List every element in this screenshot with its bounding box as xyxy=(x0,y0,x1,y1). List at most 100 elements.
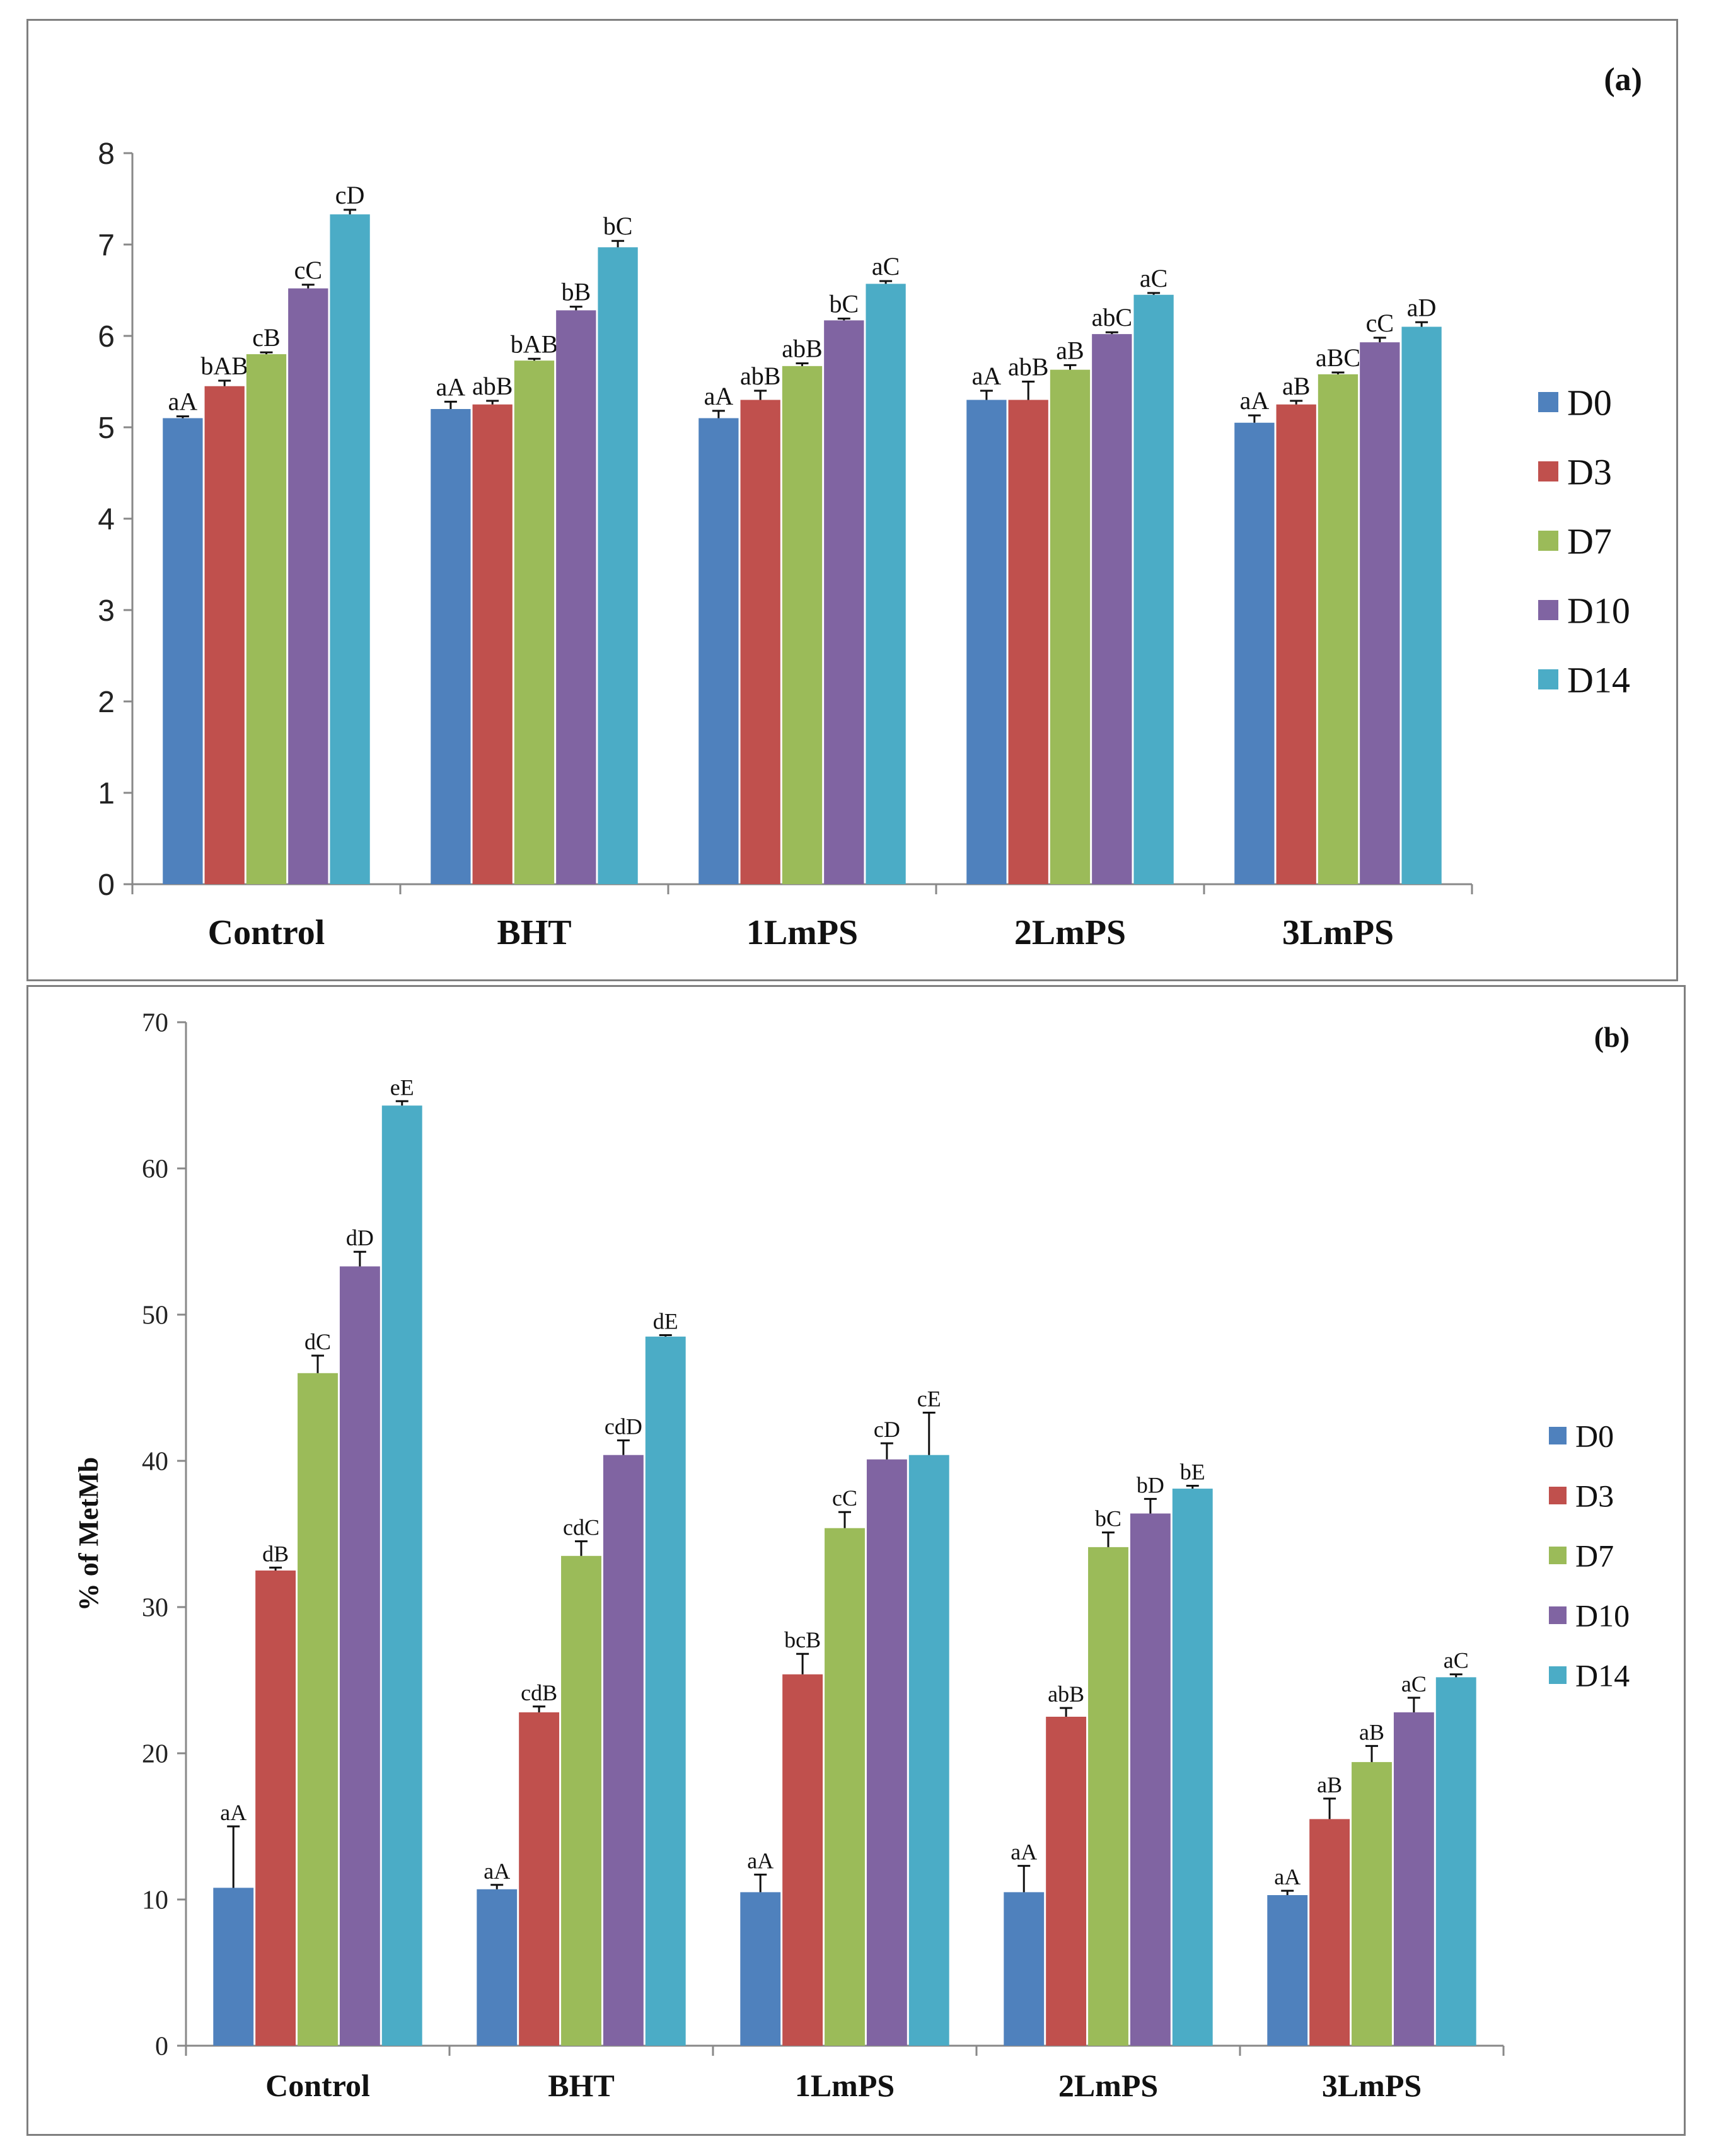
chart-a-svg: 0 1 2 3 4 5 6 7 8 Control BHT 1LmPS 2LmPS 3LmPS aA aA aA… xyxy=(98,62,1642,952)
significance-label: cC xyxy=(1366,309,1394,337)
bar xyxy=(339,1266,380,2046)
legend-swatch xyxy=(1538,461,1558,481)
bar xyxy=(1050,369,1091,884)
bar xyxy=(740,400,780,884)
significance-label: aBC xyxy=(1316,343,1360,372)
legend-label: D7 xyxy=(1567,521,1612,562)
bar xyxy=(1393,1712,1434,2046)
significance-label: aA xyxy=(1240,386,1270,415)
significance-label: aC xyxy=(1444,1648,1469,1673)
bar xyxy=(740,1892,781,2046)
bar xyxy=(866,284,906,885)
legend-swatch xyxy=(1549,1666,1567,1684)
bar xyxy=(866,1459,907,2046)
significance-label: aC xyxy=(872,252,900,280)
chart-b-svg: 0 10 20 30 40 50 60 70 Control BHT 1LmPS 2LmPS 3LmPS… xyxy=(73,1009,1630,2103)
bar xyxy=(1435,1677,1476,2046)
significance-label: abB xyxy=(1048,1681,1084,1707)
bar xyxy=(1276,404,1316,884)
y-tick-label: 6 xyxy=(98,320,115,354)
legend-swatch xyxy=(1538,669,1558,689)
legend-swatch xyxy=(1549,1487,1567,1504)
bar xyxy=(288,288,328,885)
y-tick-label: 7 xyxy=(98,229,115,262)
significance-label: aC xyxy=(1401,1671,1427,1697)
legend-label: D10 xyxy=(1575,1598,1630,1634)
significance-label: bcB xyxy=(784,1627,821,1652)
y-tick-label: 30 xyxy=(142,1594,168,1623)
significance-label: aA xyxy=(436,372,466,401)
x-category-label: 1LmPS xyxy=(795,2068,895,2103)
bar xyxy=(966,400,1007,884)
x-category-label: BHT xyxy=(497,913,571,952)
significance-label: abB xyxy=(782,335,822,363)
y-tick-label: 40 xyxy=(142,1448,168,1477)
significance-label: dB xyxy=(262,1541,289,1566)
x-category-label: 2LmPS xyxy=(1014,913,1126,952)
significance-label: aB xyxy=(1056,336,1084,364)
significance-label: aA xyxy=(704,382,734,410)
significance-label: bAB xyxy=(511,330,559,358)
bar xyxy=(603,1455,644,2046)
significance-label: aA xyxy=(747,1848,773,1874)
bar xyxy=(1360,342,1400,884)
y-tick-label: 2 xyxy=(98,686,115,719)
significance-label: aB xyxy=(1282,372,1310,400)
significance-label: cdD xyxy=(605,1414,642,1439)
y-tick-label: 5 xyxy=(98,412,115,445)
significance-label: cdC xyxy=(563,1515,600,1540)
y-tick-label: 1 xyxy=(98,777,115,810)
significance-label: bC xyxy=(829,289,859,318)
y-tick-label: 0 xyxy=(155,2032,168,2061)
bar xyxy=(824,320,864,885)
significance-label: bE xyxy=(1180,1459,1205,1484)
chart-panel-b: 0 10 20 30 40 50 60 70 Control BHT 1LmPS 2LmPS 3LmPS… xyxy=(26,985,1686,2136)
bar xyxy=(163,418,203,884)
bar xyxy=(908,1455,949,2046)
bar xyxy=(255,1571,296,2046)
significance-label: cC xyxy=(294,256,322,284)
significance-label: cE xyxy=(917,1386,941,1411)
significance-label: aA xyxy=(1274,1864,1301,1889)
significance-label: dE xyxy=(653,1308,678,1334)
legend-swatch xyxy=(1549,1606,1567,1624)
significance-label: cD xyxy=(874,1417,900,1442)
legend-swatch xyxy=(1538,392,1558,412)
bar xyxy=(825,1528,865,2046)
x-category-label: BHT xyxy=(548,2068,615,2103)
legend-label: D0 xyxy=(1575,1419,1614,1454)
legend-label: D0 xyxy=(1567,382,1612,423)
bar xyxy=(645,1336,686,2046)
bar xyxy=(472,404,513,884)
significance-label: bB xyxy=(561,278,591,306)
x-category-label: Control xyxy=(265,2068,370,2103)
bar xyxy=(1004,1892,1045,2046)
significance-label: eE xyxy=(390,1075,414,1100)
significance-label: bC xyxy=(603,212,633,240)
bar xyxy=(561,1555,601,2046)
y-tick-label: 10 xyxy=(142,1886,168,1915)
x-category-label: 3LmPS xyxy=(1322,2068,1422,2103)
y-tick-label: 8 xyxy=(98,137,115,171)
legend-swatch xyxy=(1538,600,1558,620)
significance-label: bAB xyxy=(200,352,248,380)
significance-label: cC xyxy=(832,1485,857,1511)
legend-label: D14 xyxy=(1575,1658,1630,1693)
legend-swatch xyxy=(1549,1427,1567,1444)
y-tick-label: 70 xyxy=(142,1009,168,1038)
y-tick-label: 50 xyxy=(142,1301,168,1330)
significance-label: aA xyxy=(1011,1840,1037,1865)
panel-label: (a) xyxy=(1604,62,1642,98)
y-tick-label: 60 xyxy=(142,1155,168,1184)
significance-label: dD xyxy=(346,1225,374,1250)
y-tick-label: 20 xyxy=(142,1740,168,1769)
legend-label: D7 xyxy=(1575,1538,1614,1574)
y-tick-label: 0 xyxy=(98,868,115,902)
significance-label: abB xyxy=(472,372,513,400)
bar xyxy=(514,360,555,884)
significance-label: aA xyxy=(972,362,1002,390)
bar xyxy=(1234,422,1275,884)
chart-panel-a: 0 1 2 3 4 5 6 7 8 Control BHT 1LmPS 2LmPS 3LmPS aA aA aA… xyxy=(26,19,1678,981)
legend-label: D3 xyxy=(1567,451,1612,492)
bar xyxy=(1046,1717,1087,2046)
